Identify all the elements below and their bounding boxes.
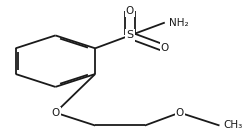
Text: S: S bbox=[126, 30, 134, 40]
Text: O: O bbox=[126, 6, 134, 16]
Text: NH₂: NH₂ bbox=[168, 18, 188, 28]
Text: O: O bbox=[176, 108, 184, 118]
Text: O: O bbox=[51, 108, 60, 118]
Text: CH₃: CH₃ bbox=[223, 121, 242, 131]
Text: O: O bbox=[161, 43, 169, 53]
